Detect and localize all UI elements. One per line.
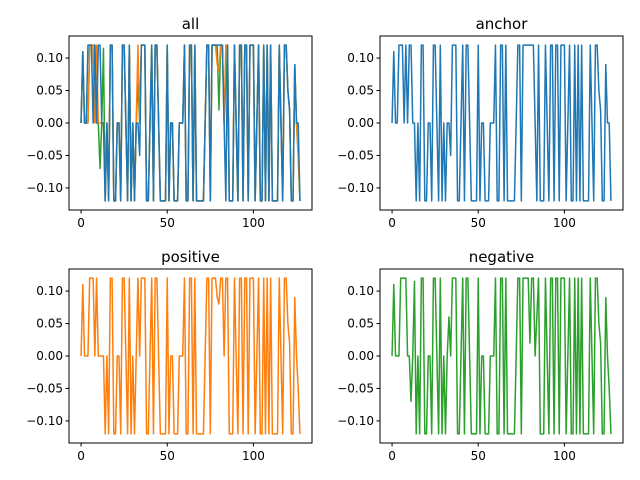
x-tick-label: 50 xyxy=(471,216,486,230)
y-tick-label: 0.00 xyxy=(347,349,374,363)
y-tick-label: 0.10 xyxy=(347,284,374,298)
subplot-title: all xyxy=(182,15,200,33)
subplot-positive: 0 50 100 −0.10 −0.05 0.00 0.05 0.10 positive xyxy=(26,248,313,463)
y-tick-label: 0.05 xyxy=(347,317,374,331)
x-tick-label: 100 xyxy=(553,216,576,230)
y-tick-label: 0.10 xyxy=(36,51,63,65)
y-tick-label: 0.10 xyxy=(347,51,374,65)
subplot-title: positive xyxy=(161,248,220,266)
subplot-all: 0 50 100 −0.10 −0.05 0.00 0.05 0.10 all xyxy=(26,15,313,230)
y-tick-label: 0.00 xyxy=(347,116,374,130)
y-tick-label: 0.00 xyxy=(36,116,63,130)
y-tick-label: 0.05 xyxy=(36,317,63,331)
y-tick-label: −0.10 xyxy=(26,181,63,195)
series-line-2 xyxy=(80,44,301,202)
y-tick-label: −0.05 xyxy=(337,381,374,395)
subplot-title: negative xyxy=(469,248,535,266)
y-tick-label: −0.10 xyxy=(26,414,63,428)
x-tick-label: 50 xyxy=(160,216,175,230)
subplot-anchor: 0 50 100 −0.10 −0.05 0.00 0.05 0.10 anchor xyxy=(337,15,624,230)
y-tick-label: −0.05 xyxy=(26,381,63,395)
x-tick-label: 0 xyxy=(77,216,85,230)
y-tick-label: −0.10 xyxy=(337,414,374,428)
x-tick-label: 50 xyxy=(471,449,486,463)
x-tick-label: 0 xyxy=(388,449,396,463)
x-tick-label: 100 xyxy=(242,449,265,463)
subplot-negative: 0 50 100 −0.10 −0.05 0.00 0.05 0.10 negative xyxy=(337,248,624,463)
series-line-0 xyxy=(391,277,612,435)
x-tick-label: 100 xyxy=(553,449,576,463)
subplot-title: anchor xyxy=(476,15,529,33)
series-line-0 xyxy=(80,277,301,435)
x-tick-label: 100 xyxy=(242,216,265,230)
y-tick-label: −0.05 xyxy=(337,148,374,162)
x-tick-label: 0 xyxy=(388,216,396,230)
y-tick-label: 0.05 xyxy=(347,84,374,98)
y-tick-label: −0.10 xyxy=(337,181,374,195)
x-tick-label: 50 xyxy=(160,449,175,463)
x-tick-label: 0 xyxy=(77,449,85,463)
y-tick-label: 0.00 xyxy=(36,349,63,363)
y-tick-label: −0.05 xyxy=(26,148,63,162)
series-line-0 xyxy=(391,44,612,202)
y-tick-label: 0.05 xyxy=(36,84,63,98)
y-tick-label: 0.10 xyxy=(36,284,63,298)
